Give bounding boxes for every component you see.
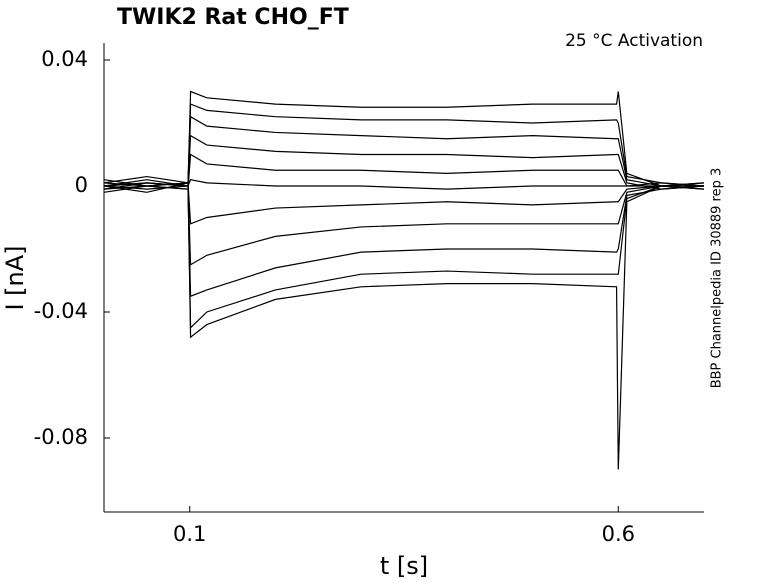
trace <box>103 134 705 193</box>
trace <box>103 182 705 298</box>
annotation: 25 °C Activation <box>565 31 703 51</box>
y-tick-label: -0.04 <box>34 299 88 323</box>
trace <box>103 153 705 190</box>
x-tick-label: 0.6 <box>602 522 635 546</box>
y-tick-label: 0 <box>75 173 88 197</box>
trace <box>103 182 704 330</box>
trace <box>103 115 705 190</box>
trace <box>103 182 704 225</box>
y-axis-label: I [nA] <box>1 245 29 310</box>
y-tick-label: 0.04 <box>41 47 88 71</box>
side-label: BBP Channelpedia ID 30889 rep 3 <box>710 168 725 389</box>
x-axis-label: t [s] <box>380 552 428 580</box>
trace <box>103 182 705 470</box>
trace <box>103 179 705 190</box>
trace <box>103 103 705 187</box>
x-tick-label: 0.1 <box>173 522 206 546</box>
y-tick-label: -0.08 <box>34 425 88 449</box>
chart-title: TWIK2 Rat CHO_FT <box>117 5 349 30</box>
